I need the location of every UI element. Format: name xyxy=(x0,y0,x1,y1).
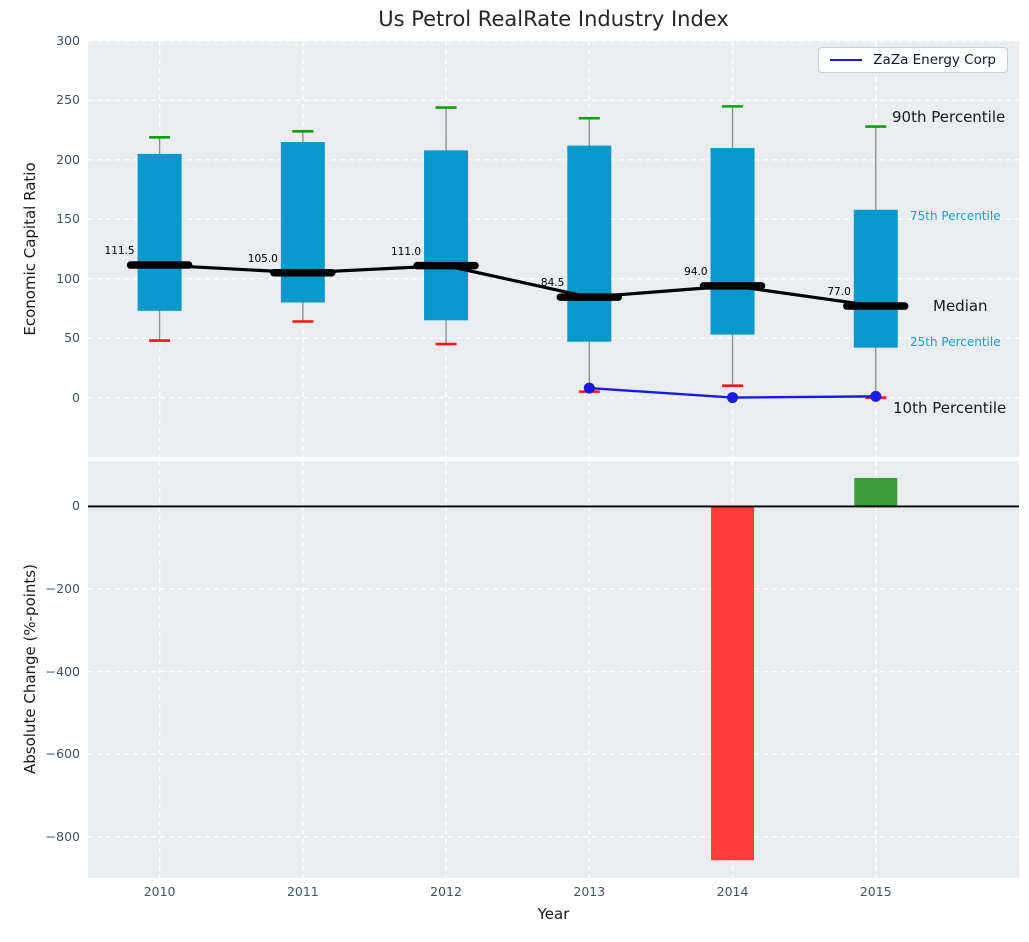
bottom-y-tick-label: −600 xyxy=(45,746,80,762)
x-tick-label: 2015 xyxy=(859,884,892,899)
median-value-annotation: 77.0 xyxy=(827,286,851,299)
top-y-tick-label: 50 xyxy=(64,330,80,346)
legend: ZaZa Energy Corp xyxy=(818,47,1008,73)
iqr-box xyxy=(567,145,612,342)
x-axis-label: Year xyxy=(537,905,570,923)
legend-line-swatch xyxy=(830,59,863,61)
top-y-tick-label: 100 xyxy=(56,270,80,286)
median-value-annotation: 111.5 xyxy=(104,245,135,258)
bottom-y-tick-label: −800 xyxy=(45,828,80,844)
iqr-box xyxy=(710,147,755,335)
x-tick-label: 2010 xyxy=(143,884,176,899)
percentile-label: 75th Percentile xyxy=(910,208,1001,223)
zaza-point xyxy=(583,382,595,394)
zaza-point xyxy=(727,392,739,404)
x-tick-label: 2011 xyxy=(286,884,319,899)
percentile-label: 90th Percentile xyxy=(892,107,1006,126)
percentile-label: Median xyxy=(933,297,988,316)
median-value-annotation: 111.0 xyxy=(391,245,422,258)
percentile-label: 25th Percentile xyxy=(910,334,1001,349)
bottom-plot-area xyxy=(88,461,1019,878)
change-bar-positive xyxy=(854,477,898,507)
iqr-box xyxy=(280,142,325,303)
top-y-tick-label: 200 xyxy=(56,151,80,167)
median-value-annotation: 84.5 xyxy=(540,277,565,290)
top-y-tick-label: 0 xyxy=(72,389,80,405)
x-tick-label: 2014 xyxy=(716,884,749,899)
median-value-annotation: 105.0 xyxy=(247,252,278,265)
zaza-point xyxy=(870,390,882,402)
change-bar-negative xyxy=(711,506,755,861)
median-value-annotation: 94.0 xyxy=(684,265,708,278)
top-y-axis-label: Economic Capital Ratio xyxy=(21,162,39,336)
top-plot-area: ZaZa Energy Corp xyxy=(88,41,1019,457)
bar-canvas xyxy=(88,461,1019,878)
bottom-y-tick-label: 0 xyxy=(72,498,80,514)
percentile-label: 10th Percentile xyxy=(893,398,1007,417)
top-y-tick-label: 150 xyxy=(56,211,80,227)
iqr-box xyxy=(137,153,182,311)
legend-label: ZaZa Energy Corp xyxy=(873,52,996,68)
bottom-y-tick-label: −200 xyxy=(45,580,80,596)
iqr-box xyxy=(424,150,469,321)
x-tick-label: 2012 xyxy=(430,884,462,899)
bottom-y-tick-label: −400 xyxy=(45,663,80,679)
chart-title: Us Petrol RealRate Industry Index xyxy=(378,7,729,31)
iqr-box xyxy=(853,209,898,348)
x-tick-label: 2013 xyxy=(573,884,606,899)
top-y-tick-label: 300 xyxy=(56,33,80,48)
top-y-tick-label: 250 xyxy=(56,92,80,108)
boxplot-canvas xyxy=(88,41,1019,457)
